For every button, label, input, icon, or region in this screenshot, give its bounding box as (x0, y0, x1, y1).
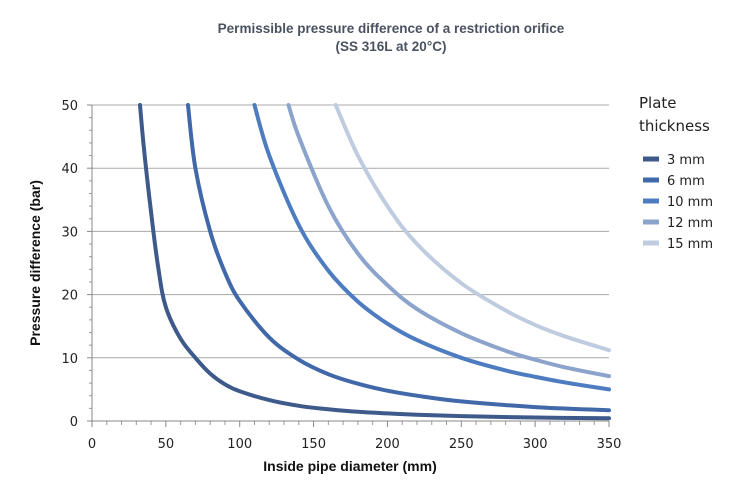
x-tick-label-350: 350 (597, 437, 622, 452)
legend-label-12-mm: 12 mm (667, 216, 713, 231)
series-lines (138, 103, 611, 421)
x-tick-label-150: 150 (301, 437, 326, 452)
y-tick-label-40: 40 (61, 162, 78, 177)
series-line-3-mm (138, 103, 611, 421)
x-tick-label-50: 50 (158, 437, 175, 452)
chart-subtitle: (SS 316L at 20°C) (336, 39, 447, 54)
y-tick-label-10: 10 (61, 352, 78, 367)
x-tick-label-300: 300 (523, 437, 548, 452)
legend-label-10-mm: 10 mm (667, 195, 713, 210)
legend-title-line-1: Plate (639, 94, 677, 112)
y-tick-label-0: 0 (70, 415, 78, 430)
x-tick-label-250: 250 (449, 437, 474, 452)
y-axis-label: Pressure difference (bar) (27, 180, 43, 346)
legend-label-6-mm: 6 mm (667, 174, 705, 189)
x-tick-labels: 0 50 100 150 200 250 300 350 (88, 437, 622, 452)
x-tick-label-100: 100 (227, 437, 252, 452)
axes (87, 104, 610, 427)
x-tick-label-200: 200 (375, 437, 400, 452)
legend-items: 3 mm 6 mm 10 mm 12 mm 15 mm (643, 153, 713, 252)
y-tick-label-50: 50 (61, 99, 78, 114)
y-tick-label-20: 20 (61, 289, 78, 304)
series-line-10-mm (252, 103, 611, 392)
legend-title-line-2: thickness (639, 117, 710, 135)
legend-label-3-mm: 3 mm (667, 153, 705, 168)
x-axis-label: Inside pipe diameter (mm) (263, 458, 436, 474)
chart-title: Permissible pressure difference of a res… (218, 21, 565, 36)
y-tick-labels: 0 10 20 30 40 50 (61, 99, 78, 430)
y-tick-label-30: 30 (61, 225, 78, 240)
legend: Plate thickness 3 mm 6 mm 10 mm 12 mm 15 mm (639, 94, 713, 252)
x-tick-label-0: 0 (88, 437, 96, 452)
legend-label-15-mm: 15 mm (667, 237, 713, 252)
series-line-6-mm (186, 103, 611, 413)
series-line-12-mm (286, 103, 611, 379)
series-line-15-mm (333, 103, 611, 353)
